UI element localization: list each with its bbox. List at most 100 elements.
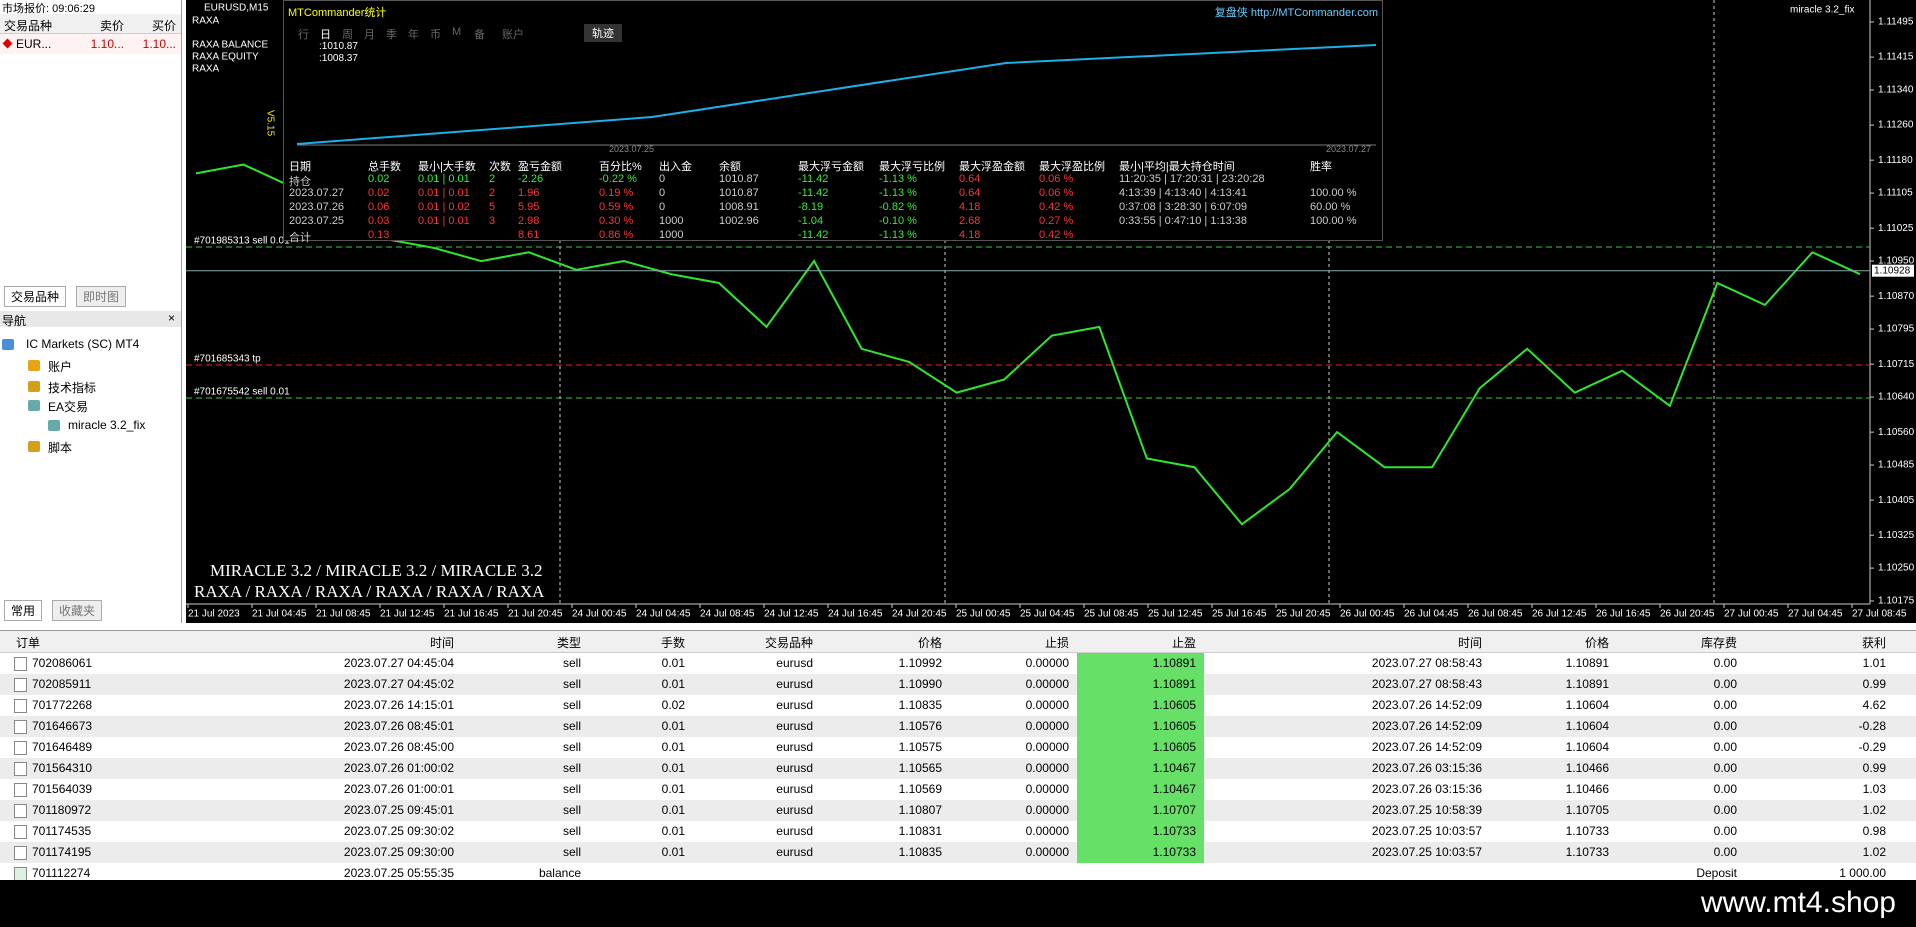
tree-item[interactable]: IC Markets (SC) MT4: [26, 337, 140, 351]
order-cell[interactable]: 1.10604: [1565, 719, 1609, 733]
order-cell[interactable]: 2023.07.26 14:15:01: [343, 698, 454, 712]
column-header[interactable]: 库存费: [1700, 636, 1737, 650]
order-cell[interactable]: 0.00: [1713, 740, 1737, 754]
order-cell[interactable]: 2023.07.25 09:45:01: [343, 803, 454, 817]
order-cell[interactable]: 1.10565: [898, 761, 942, 775]
order-cell[interactable]: 1.10733: [1565, 845, 1609, 859]
order-cell[interactable]: eurusd: [776, 824, 813, 838]
period-tab[interactable]: 备: [474, 29, 485, 41]
order-cell[interactable]: sell: [562, 845, 581, 859]
period-tab[interactable]: 季: [386, 29, 397, 41]
column-header[interactable]: 获利: [1861, 636, 1886, 650]
order-cell[interactable]: 701174195: [32, 845, 92, 859]
order-cell[interactable]: eurusd: [776, 803, 813, 817]
order-cell[interactable]: 0.00000: [1025, 782, 1069, 796]
order-cell[interactable]: sell: [562, 782, 581, 796]
order-cell[interactable]: 0.01: [661, 719, 685, 733]
order-cell[interactable]: 1.01: [1862, 656, 1886, 670]
order-cell[interactable]: 701564039: [32, 782, 93, 796]
order-cell[interactable]: sell: [562, 698, 581, 712]
tree-item[interactable]: 技术指标: [48, 381, 97, 395]
order-cell[interactable]: eurusd: [776, 656, 813, 670]
column-header[interactable]: 时间: [1457, 636, 1482, 650]
order-cell[interactable]: balance: [538, 866, 581, 880]
period-tab[interactable]: 日: [320, 29, 331, 41]
order-cell[interactable]: 701112274: [32, 866, 91, 880]
period-tab[interactable]: 行: [298, 29, 309, 41]
column-header[interactable]: 订单: [16, 636, 41, 650]
order-cell[interactable]: 1.10733: [1565, 824, 1609, 838]
order-cell[interactable]: 2023.07.25 09:30:00: [343, 845, 454, 859]
period-tab[interactable]: 年: [408, 29, 419, 41]
column-header[interactable]: 手数: [660, 636, 685, 650]
tab[interactable]: 即时图: [76, 286, 127, 307]
order-cell[interactable]: 701646673: [32, 719, 93, 733]
order-cell[interactable]: 4.62: [1862, 698, 1886, 712]
order-cell[interactable]: 2023.07.26 14:52:09: [1371, 740, 1482, 754]
quote-cell[interactable]: 1.10...: [142, 37, 176, 51]
order-cell[interactable]: 0.00: [1713, 845, 1737, 859]
order-cell[interactable]: 2023.07.27 08:58:43: [1371, 677, 1482, 691]
column-header[interactable]: 价格: [917, 636, 942, 650]
order-cell[interactable]: 1.10605: [1152, 740, 1196, 754]
order-cell[interactable]: 1.10569: [898, 782, 942, 796]
column-header[interactable]: 类型: [556, 636, 581, 650]
order-cell[interactable]: sell: [562, 803, 581, 817]
order-cell[interactable]: eurusd: [776, 761, 813, 775]
order-cell[interactable]: 1.10990: [898, 677, 942, 691]
order-cell[interactable]: sell: [562, 656, 581, 670]
order-cell[interactable]: -0.28: [1858, 719, 1886, 733]
order-cell[interactable]: 2023.07.26 08:45:00: [343, 740, 454, 754]
order-cell[interactable]: 0.00: [1713, 656, 1737, 670]
order-cell[interactable]: -0.29: [1858, 740, 1886, 754]
order-cell[interactable]: 2023.07.26 14:52:09: [1371, 719, 1482, 733]
order-cell[interactable]: 1.10835: [898, 698, 942, 712]
order-cell[interactable]: sell: [562, 740, 581, 754]
order-cell[interactable]: 0.00000: [1025, 656, 1069, 670]
order-cell[interactable]: 701174535: [32, 824, 92, 838]
order-cell[interactable]: eurusd: [776, 845, 813, 859]
order-cell[interactable]: 0.00: [1713, 719, 1737, 733]
order-cell[interactable]: 0.01: [661, 824, 685, 838]
tree-item[interactable]: 账户: [48, 360, 73, 374]
order-cell[interactable]: 1.10733: [1152, 845, 1196, 859]
order-cell[interactable]: 2023.07.27 04:45:02: [343, 677, 454, 691]
order-cell[interactable]: 701180972: [32, 803, 92, 817]
tab[interactable]: 收藏夹: [52, 600, 103, 621]
column-header[interactable]: 交易品种: [764, 636, 813, 650]
order-cell[interactable]: 0.00000: [1025, 740, 1069, 754]
order-cell[interactable]: 0.00000: [1025, 761, 1069, 775]
order-cell[interactable]: 1.10604: [1565, 698, 1609, 712]
order-cell[interactable]: 0.99: [1862, 677, 1886, 691]
period-tab[interactable]: 月: [364, 29, 375, 41]
order-cell[interactable]: 0.00: [1713, 698, 1737, 712]
order-cell[interactable]: 1.10466: [1565, 782, 1609, 796]
order-cell[interactable]: 2023.07.26 01:00:01: [343, 782, 454, 796]
order-cell[interactable]: 701772268: [32, 698, 93, 712]
order-cell[interactable]: 702086061: [32, 656, 93, 670]
order-cell[interactable]: 1 000.00: [1839, 866, 1886, 880]
quote-cell[interactable]: EUR...: [16, 37, 52, 51]
order-cell[interactable]: 1.10891: [1565, 656, 1609, 670]
order-cell[interactable]: 1.10705: [1565, 803, 1609, 817]
order-cell[interactable]: 1.10891: [1565, 677, 1609, 691]
order-cell[interactable]: sell: [562, 677, 581, 691]
order-cell[interactable]: 0.01: [661, 740, 685, 754]
order-cell[interactable]: 702085911: [32, 677, 92, 691]
order-cell[interactable]: 2023.07.26 03:15:36: [1371, 761, 1482, 775]
order-cell[interactable]: 0.00: [1713, 761, 1737, 775]
tree-item[interactable]: 脚本: [48, 441, 73, 455]
order-cell[interactable]: 1.10466: [1565, 761, 1609, 775]
column-header[interactable]: 价格: [1584, 636, 1609, 650]
order-cell[interactable]: 1.10733: [1152, 824, 1196, 838]
order-cell[interactable]: 1.10575: [898, 740, 942, 754]
period-tab[interactable]: 周: [342, 29, 353, 41]
order-cell[interactable]: 0.01: [661, 656, 685, 670]
order-cell[interactable]: 2023.07.26 01:00:02: [343, 761, 454, 775]
order-cell[interactable]: 1.10605: [1152, 719, 1196, 733]
period-tab[interactable]: M: [452, 26, 462, 38]
order-cell[interactable]: 0.00000: [1025, 677, 1069, 691]
order-cell[interactable]: 0.01: [661, 677, 685, 691]
period-tab[interactable]: 币: [430, 29, 441, 41]
order-cell[interactable]: sell: [562, 824, 581, 838]
